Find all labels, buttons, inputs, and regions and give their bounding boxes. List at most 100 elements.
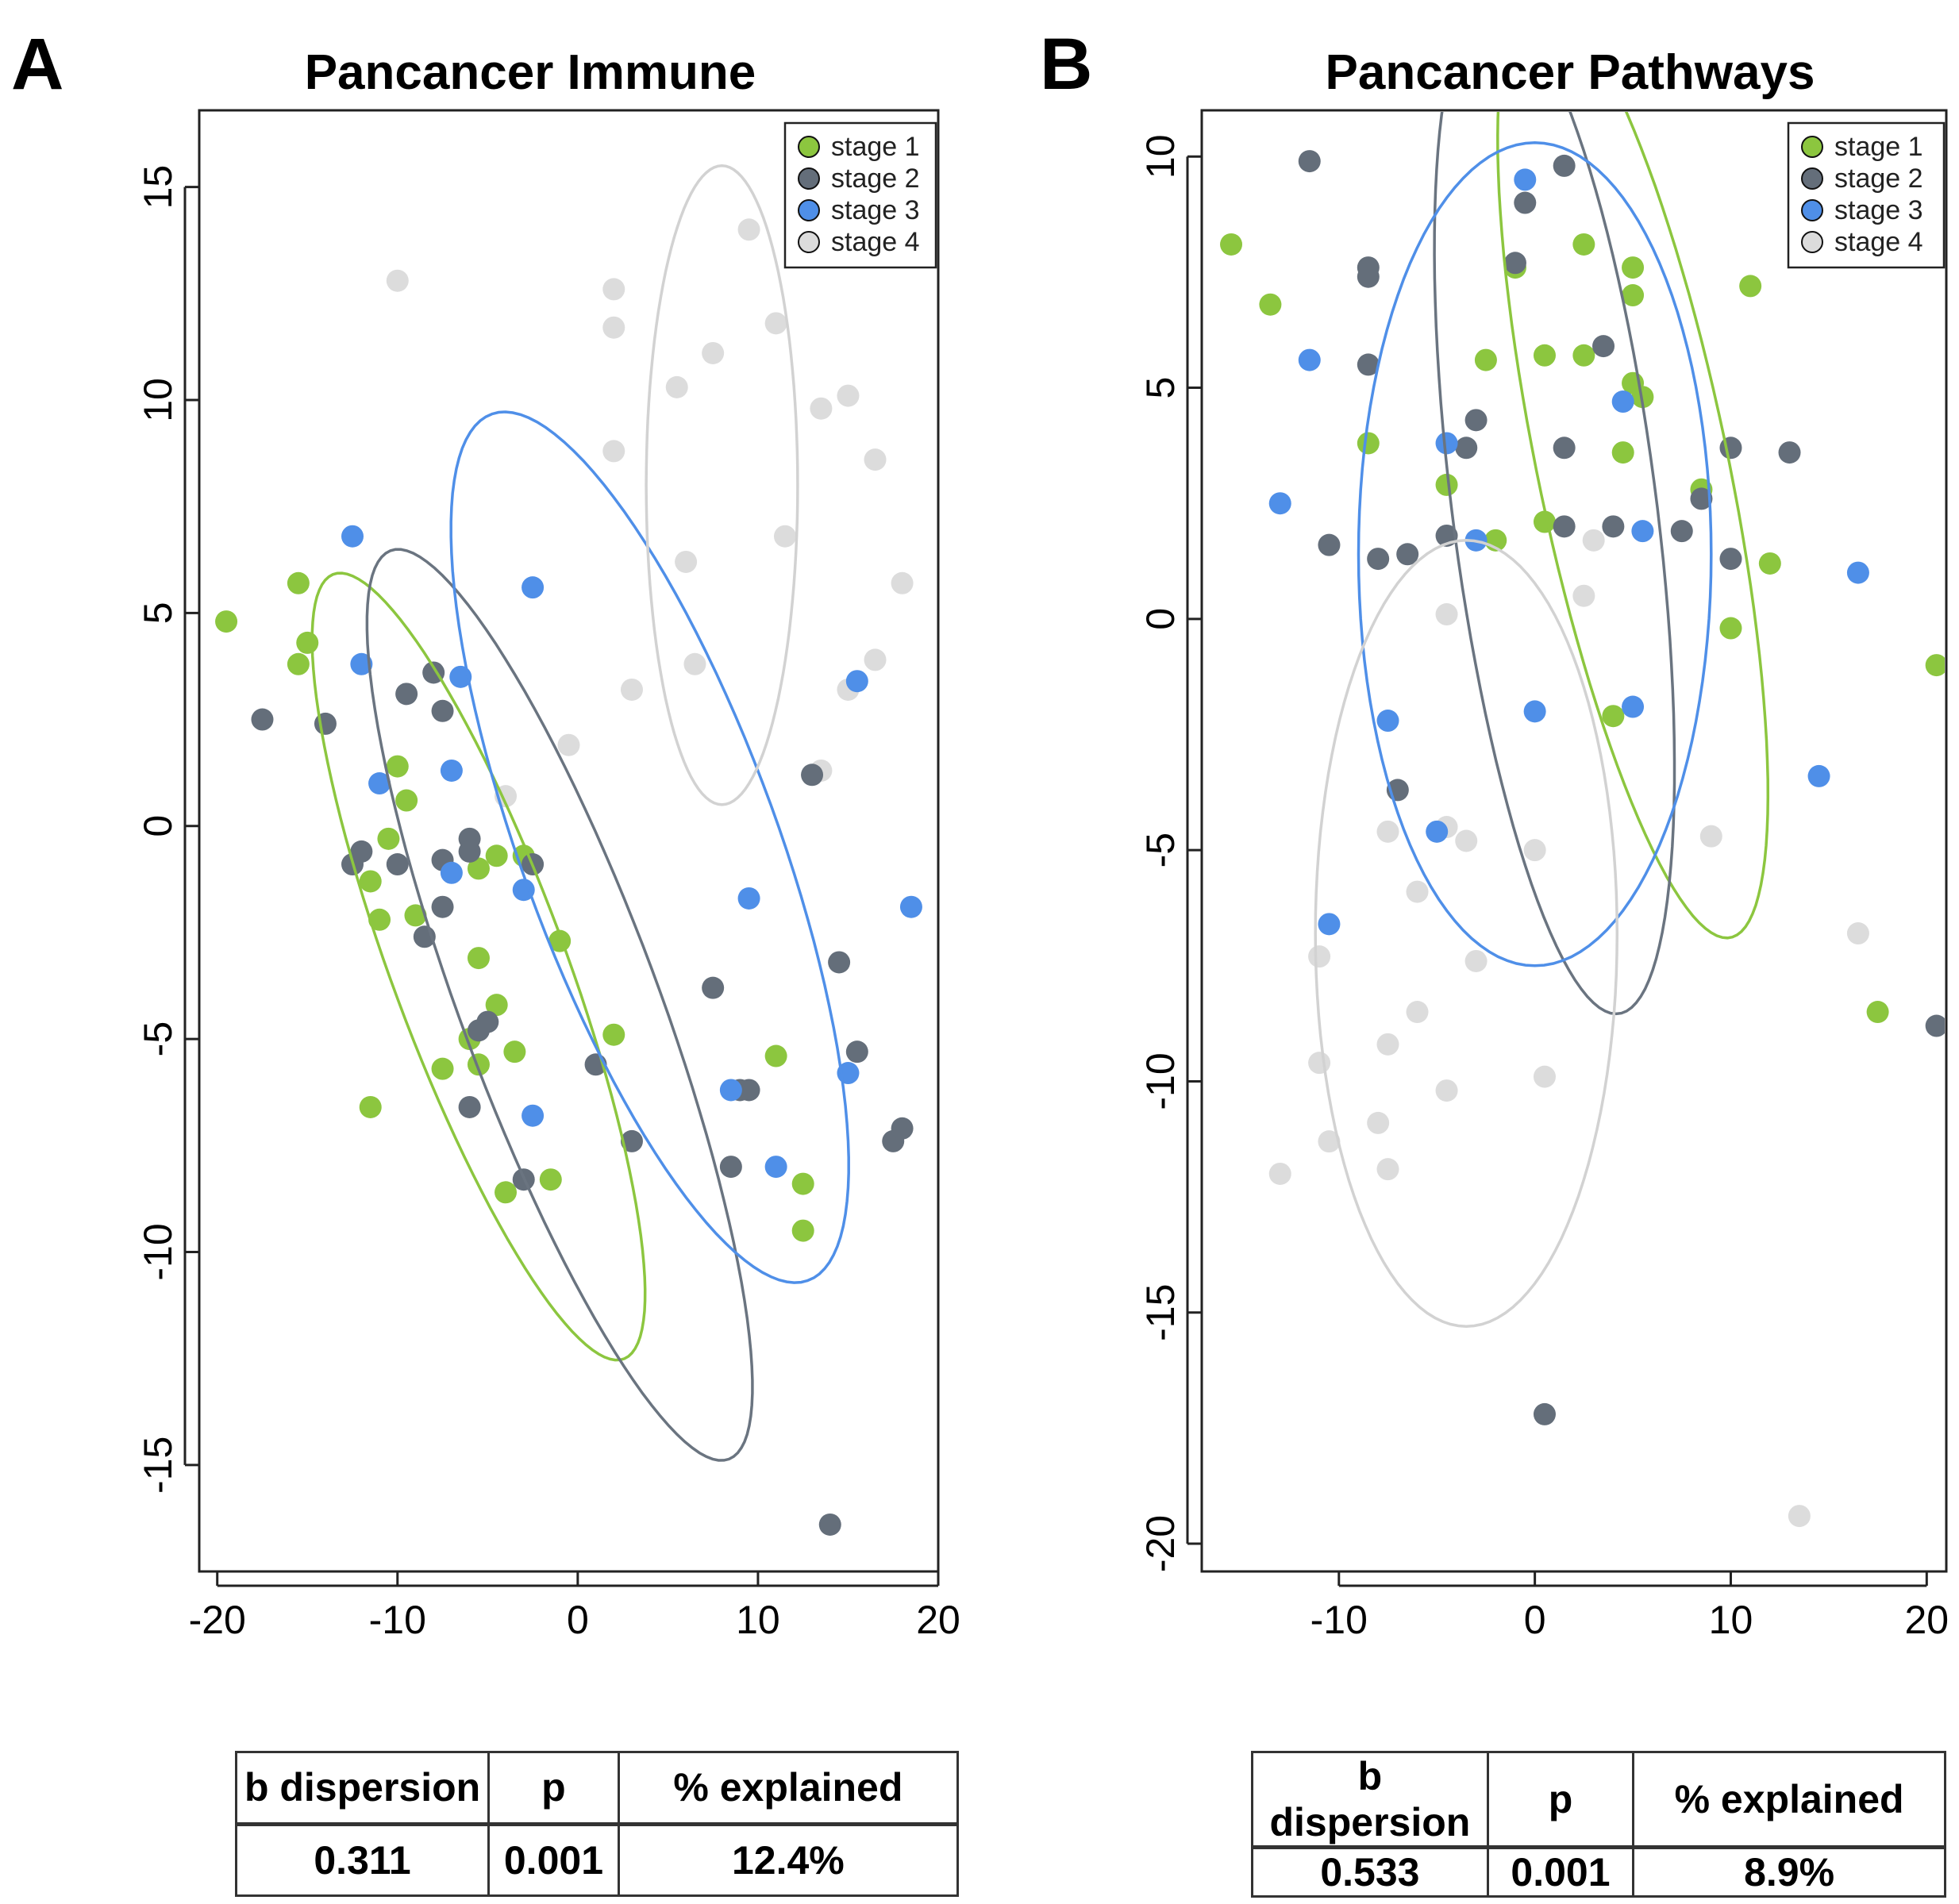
ellipse-stage-3 (449, 410, 850, 1284)
point-stage-4 (737, 218, 760, 241)
point-stage-4 (675, 550, 698, 573)
point-stage-4 (891, 571, 914, 594)
ellipse-stage-1 (1496, 112, 1770, 940)
point-stage-1 (359, 870, 382, 893)
point-stage-4 (764, 312, 787, 335)
point-stage-1 (791, 1172, 814, 1195)
point-stage-1 (467, 947, 490, 970)
point-stage-2 (314, 712, 337, 735)
point-stage-1 (1622, 256, 1645, 279)
point-stage-2 (431, 699, 454, 722)
x-tick-label: 20 (1905, 1598, 1949, 1642)
point-stage-1 (1622, 284, 1645, 307)
header-b-dispersion: b dispersion (1251, 1751, 1489, 1849)
point-stage-2 (1357, 256, 1380, 279)
point-stage-4 (773, 525, 796, 548)
ellipse-stage-2 (365, 548, 754, 1462)
point-stage-1 (1533, 344, 1556, 367)
point-stage-4 (1582, 529, 1605, 552)
point-stage-1 (1572, 344, 1595, 367)
x-tick-label: 20 (916, 1598, 960, 1642)
point-stage-2 (719, 1156, 742, 1179)
point-stage-1 (1533, 510, 1556, 533)
point-stage-2 (1514, 191, 1537, 214)
point-stage-2 (1455, 437, 1478, 460)
point-stage-1 (1220, 233, 1243, 256)
point-stage-4 (837, 384, 860, 407)
legend-swatch-stage-3 (1801, 199, 1823, 221)
header-percent-explained: % explained (1632, 1751, 1946, 1849)
point-stage-4 (1376, 1158, 1399, 1181)
ellipse-stage-3 (1357, 141, 1713, 967)
point-stage-2 (1925, 1014, 1945, 1037)
legend-label: stage 1 (1834, 132, 1923, 162)
x-tick-label: 10 (1709, 1598, 1753, 1642)
point-stage-3 (522, 576, 545, 599)
point-stage-3 (1611, 390, 1634, 413)
y-tick-label: -15 (1138, 1284, 1183, 1341)
point-stage-1 (485, 994, 508, 1017)
y-tick-label: -20 (1138, 1515, 1183, 1572)
point-stage-4 (864, 648, 887, 671)
legend-label: stage 2 (1834, 163, 1923, 194)
point-stage-3 (1514, 168, 1537, 191)
point-stage-2 (1367, 548, 1390, 571)
point-stage-3 (440, 861, 463, 884)
point-stage-1 (1719, 617, 1742, 640)
point-stage-2 (458, 840, 481, 863)
point-stage-3 (1807, 764, 1830, 787)
y-tick-label: -15 (136, 1437, 180, 1494)
point-stage-1 (602, 1023, 625, 1046)
y-tick-label: 10 (1138, 134, 1183, 179)
point-stage-4 (1268, 1162, 1291, 1185)
legend-swatch-stage-2 (1801, 167, 1823, 190)
stats-table-value-row: 0.533 0.001 8.9% (1251, 1846, 1946, 1898)
point-stage-2 (395, 683, 418, 706)
legend-label: stage 2 (831, 163, 920, 194)
point-stage-3 (512, 879, 535, 902)
point-stage-2 (1318, 533, 1341, 556)
ellipse-stage-4 (1314, 539, 1619, 1328)
point-stage-1 (495, 1181, 518, 1204)
point-stage-4 (1533, 1065, 1556, 1088)
header-p: p (487, 1751, 620, 1826)
point-stage-3 (899, 895, 922, 918)
point-stage-1 (386, 755, 409, 778)
point-stage-3 (1426, 820, 1449, 843)
value-b-dispersion: 0.533 (1251, 1846, 1489, 1898)
point-stage-2 (620, 1129, 643, 1152)
point-stage-3 (1435, 432, 1458, 455)
point-stage-2 (1670, 520, 1693, 543)
point-stage-4 (665, 375, 688, 398)
point-stage-4 (1523, 839, 1546, 862)
point-stage-2 (1533, 1402, 1556, 1425)
point-stage-3 (341, 525, 364, 548)
point-stage-1 (395, 789, 418, 812)
point-stage-1 (431, 1057, 454, 1080)
header-b-dispersion: b dispersion (234, 1751, 491, 1826)
value-b-dispersion: 0.311 (234, 1822, 491, 1897)
y-tick-label: -10 (136, 1223, 180, 1280)
point-stage-4 (1308, 945, 1331, 968)
point-stage-4 (702, 341, 725, 364)
y-tick-label: 0 (1138, 608, 1183, 630)
x-tick-label: 0 (567, 1598, 589, 1642)
x-tick-label: -10 (369, 1598, 426, 1642)
point-stage-2 (1464, 409, 1488, 432)
point-stage-4 (1464, 949, 1488, 972)
point-stage-3 (737, 887, 760, 910)
point-stage-3 (522, 1104, 545, 1127)
point-stage-2 (1719, 437, 1742, 460)
point-stage-2 (702, 976, 725, 999)
point-stage-1 (1611, 441, 1634, 464)
point-stage-1 (485, 844, 508, 867)
point-stage-4 (602, 316, 625, 339)
point-stage-2 (1553, 437, 1576, 460)
stats-table-header-row: b dispersion p % explained (234, 1751, 960, 1826)
point-stage-2 (801, 764, 824, 787)
point-stage-1 (377, 827, 400, 850)
stats-table-b: b dispersion p % explained 0.533 0.001 8… (1251, 1751, 1946, 1898)
point-stage-2 (1690, 487, 1713, 510)
point-stage-2 (737, 1079, 760, 1102)
